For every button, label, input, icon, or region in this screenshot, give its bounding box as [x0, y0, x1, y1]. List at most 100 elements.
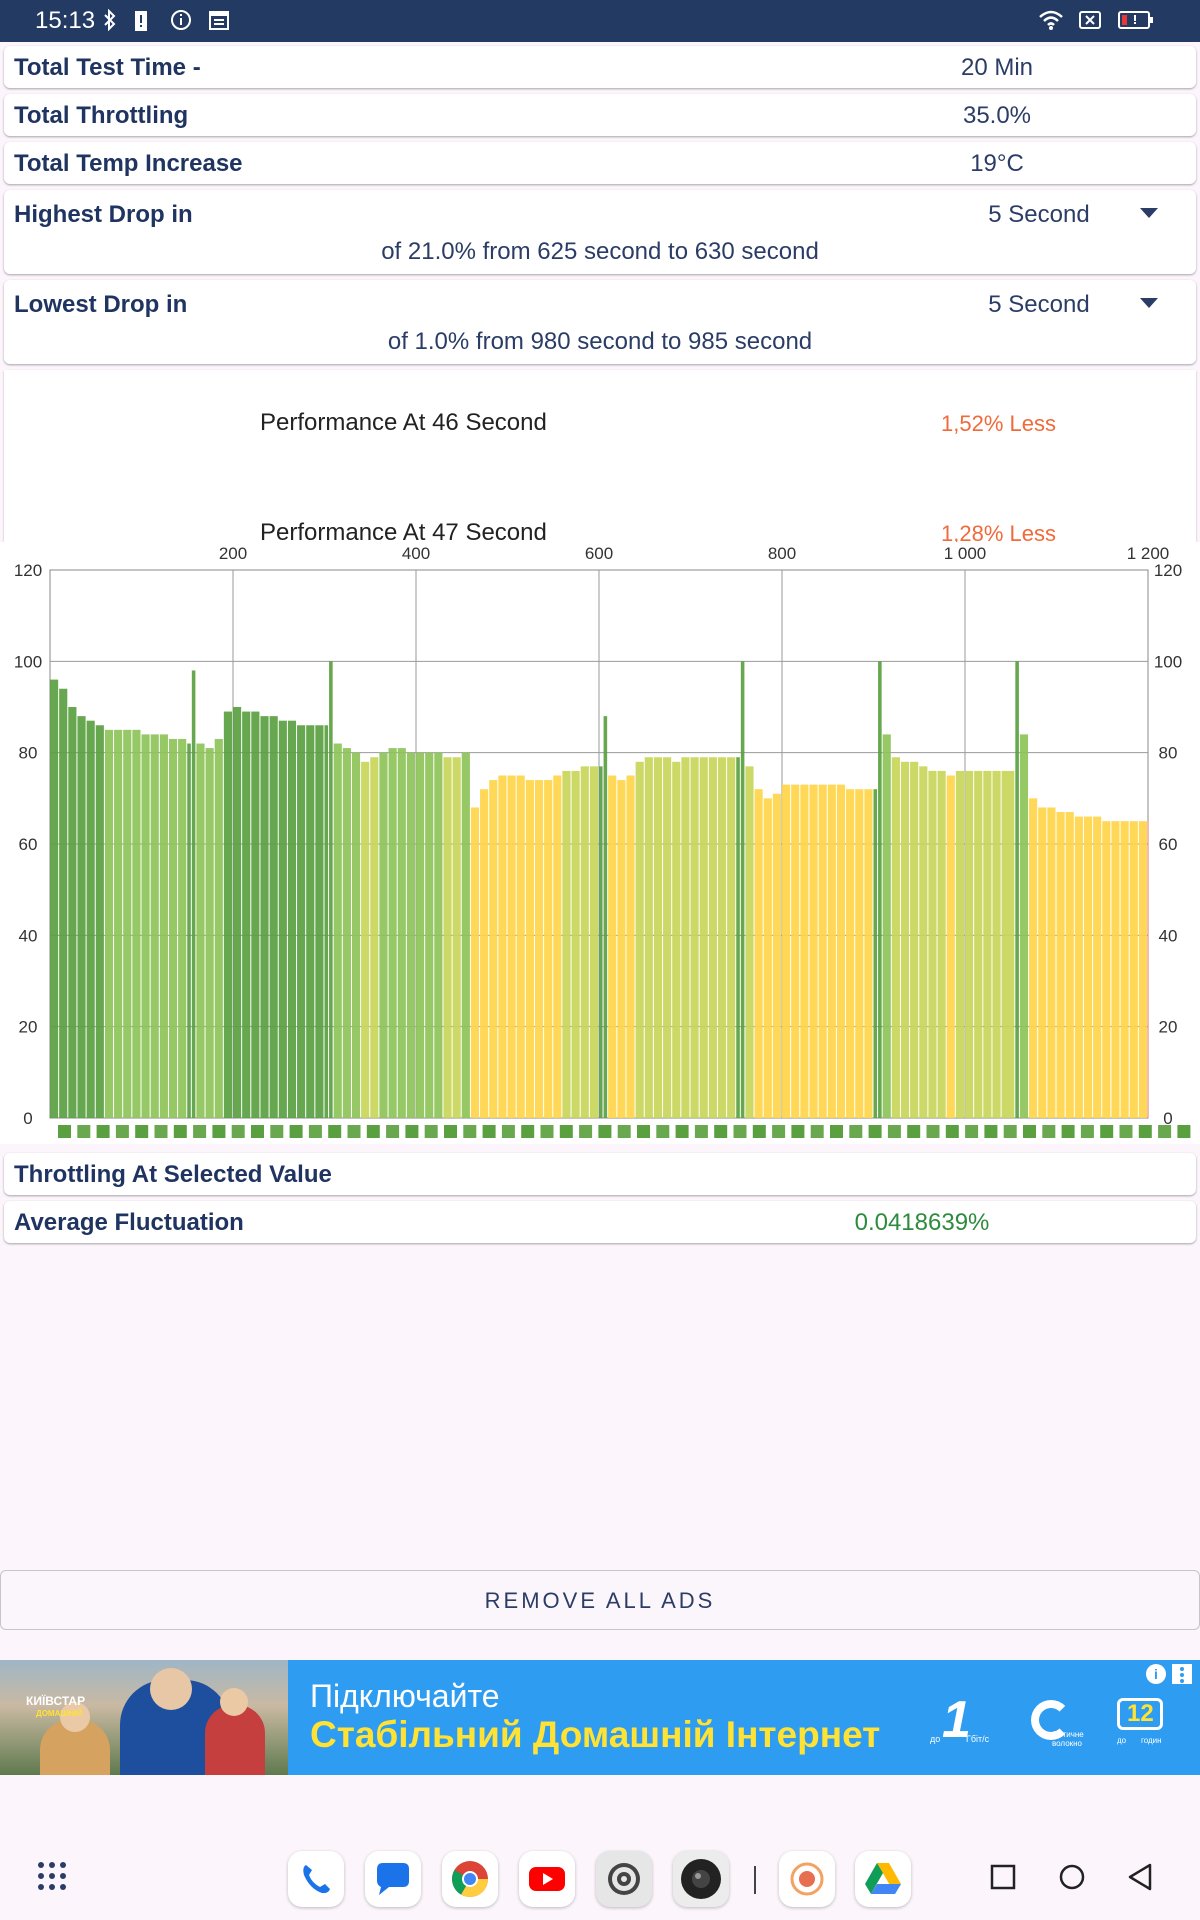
chart-bar — [617, 780, 626, 1118]
timeline-marker — [733, 1125, 747, 1138]
chart-bar — [297, 725, 306, 1118]
timeline-marker — [501, 1125, 515, 1138]
timeline-marker — [270, 1125, 284, 1138]
chart-bar — [1047, 807, 1056, 1118]
chart-svg[interactable]: 0 0 20 20 40 40 60 60 80 80 100 100 120 120 200 400 600 8… — [0, 542, 1200, 1144]
x-tick-label: 800 — [768, 544, 796, 563]
recents-button-icon[interactable] — [990, 1864, 1016, 1890]
total-test-time-value: 20 Min — [960, 54, 1034, 81]
y-tick-label-right: 120 — [1154, 561, 1182, 580]
chart-bar — [873, 789, 878, 1118]
timeline-marker — [598, 1125, 612, 1138]
performance-item-value: 1,28% Less — [941, 521, 1056, 542]
ad-menu-icon[interactable] — [1172, 1664, 1192, 1684]
chart-bar — [315, 725, 324, 1118]
timeline-marker — [1138, 1125, 1152, 1138]
timeline-marker — [444, 1125, 457, 1138]
navigation-bar — [0, 1830, 1200, 1920]
chart-bar — [329, 661, 333, 1118]
timeline-marker — [405, 1125, 419, 1138]
timeline-marker — [347, 1125, 361, 1138]
chart-bar — [1093, 816, 1102, 1118]
timeline-marker — [308, 1125, 322, 1138]
chrome-app-icon[interactable] — [442, 1851, 498, 1907]
timeline-marker — [810, 1125, 824, 1138]
x-tick-label: 400 — [402, 544, 430, 563]
chart-bar — [123, 729, 132, 1118]
chart-bar — [498, 775, 507, 1118]
chart-bar — [571, 770, 580, 1118]
chart-bar — [1019, 734, 1029, 1118]
chart-bar — [681, 757, 690, 1118]
chart-bar — [205, 748, 214, 1118]
chevron-down-icon — [1140, 208, 1158, 218]
timeline-marker — [540, 1125, 554, 1138]
chart-bar — [910, 761, 919, 1118]
list-item[interactable]: Performance At 47 Second 1,28% Less — [4, 480, 1196, 542]
chart-bar — [361, 761, 370, 1118]
chart-bar — [50, 679, 59, 1118]
chart-bar — [878, 661, 882, 1118]
lowest-drop-interval-dropdown[interactable]: 5 Second — [964, 280, 1184, 326]
list-item[interactable]: Performance At 46 Second 1,52% Less — [4, 370, 1196, 480]
chart-bar — [772, 793, 781, 1118]
performance-item-label: Performance At 46 Second — [260, 409, 547, 436]
dial-test-app-icon[interactable] — [779, 1851, 835, 1907]
chart-bar — [708, 757, 717, 1118]
chart-bar — [791, 784, 800, 1118]
chart-bar — [699, 757, 708, 1118]
timeline-marker — [849, 1125, 863, 1138]
timeline-marker — [617, 1125, 631, 1138]
chart-bar — [452, 757, 461, 1118]
timeline-marker — [694, 1125, 708, 1138]
settings-app-icon[interactable] — [596, 1851, 652, 1907]
timeline-marker — [521, 1125, 535, 1138]
total-throttling-label: Total Throttling — [14, 102, 189, 129]
performance-chart[interactable]: 0 0 20 20 40 40 60 60 80 80 100 100 120 120 200 400 600 8… — [0, 542, 1200, 1144]
chart-bar — [191, 670, 196, 1118]
home-button-icon[interactable] — [1058, 1863, 1086, 1891]
ad-badge-speed-prefix: до — [930, 1734, 941, 1744]
ad-info-icon[interactable]: i — [1146, 1664, 1166, 1684]
chart-bar — [342, 748, 351, 1118]
youtube-app-icon[interactable] — [519, 1851, 575, 1907]
messages-app-icon[interactable] — [365, 1851, 421, 1907]
app-drawer-icon[interactable] — [36, 1860, 68, 1892]
clock: 15:13 — [35, 7, 96, 34]
back-button-icon[interactable] — [1126, 1862, 1154, 1892]
chart-bar — [480, 789, 489, 1118]
remove-ads-button[interactable]: REMOVE ALL ADS — [0, 1570, 1200, 1630]
google-drive-app-icon[interactable] — [855, 1851, 911, 1907]
chart-bar — [196, 743, 205, 1118]
chart-bar — [745, 766, 754, 1118]
ad-banner[interactable]: КИЇВСТАР ДОМАШНІЙ Підключайте Стабільний… — [0, 1660, 1200, 1775]
timeline-marker — [926, 1125, 940, 1138]
chart-bar — [599, 766, 603, 1118]
chart-bar — [370, 757, 379, 1118]
timeline-marker — [1177, 1125, 1191, 1138]
performance-list[interactable]: Performance At 46 Second 1,52% Less Perf… — [4, 370, 1196, 542]
chart-bar — [1074, 816, 1083, 1118]
phone-app-icon[interactable] — [288, 1851, 344, 1907]
timeline-marker — [424, 1125, 438, 1138]
chart-bar — [425, 752, 434, 1118]
x-tick-label: 1 200 — [1127, 544, 1170, 563]
timeline-marker — [907, 1125, 921, 1138]
chart-bar — [1038, 807, 1047, 1118]
total-temp-increase-row: Total Temp Increase 19°C — [4, 142, 1196, 184]
chart-bar — [864, 789, 873, 1118]
timeline-marker — [173, 1125, 187, 1138]
camera-app-icon[interactable] — [673, 1851, 729, 1907]
chart-bar — [727, 757, 736, 1118]
chart-bar — [754, 789, 763, 1118]
chart-bar — [836, 784, 846, 1118]
chart-bar — [1111, 821, 1120, 1118]
total-test-time-row: Total Test Time - 20 Min — [4, 46, 1196, 88]
timeline-marker — [386, 1125, 400, 1138]
ad-badge-fiber-text: Оптичне волокно — [1052, 1730, 1084, 1748]
chart-bar — [132, 729, 141, 1118]
highest-drop-interval-dropdown[interactable]: 5 Second — [964, 190, 1184, 236]
fiber-icon — [1031, 1700, 1071, 1740]
chart-bar — [992, 770, 1001, 1118]
chart-bar — [333, 743, 342, 1118]
